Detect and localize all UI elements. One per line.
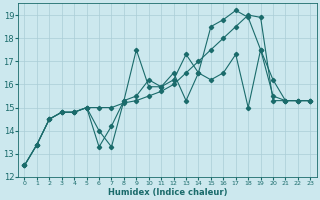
X-axis label: Humidex (Indice chaleur): Humidex (Indice chaleur) [108,188,227,197]
